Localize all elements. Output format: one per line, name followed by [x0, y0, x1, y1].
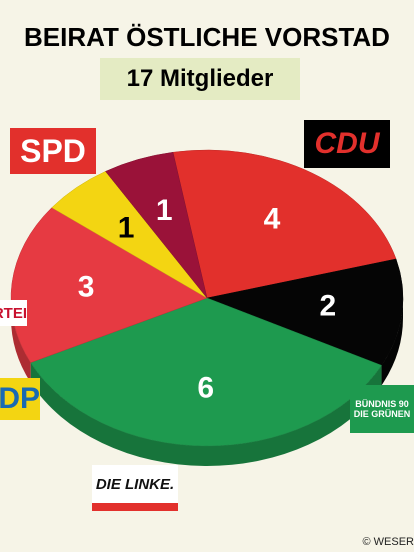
party-logo: BÜNDNIS 90 DIE GRÜNEN [350, 385, 414, 433]
slice [206, 258, 404, 366]
credit: © WESER [362, 536, 414, 548]
slice-side [30, 362, 382, 467]
party-logo: RTEI [0, 300, 27, 326]
slice-side [11, 298, 31, 383]
value-label: 6 [197, 372, 214, 405]
party-logo: SPD [10, 128, 96, 174]
value-label: 1 [118, 211, 135, 244]
slice [30, 297, 382, 447]
slice [105, 151, 208, 299]
chart-subtitle: 17 Mitglieder [100, 58, 300, 100]
party-logo: CDU [304, 120, 390, 168]
slice [10, 207, 208, 363]
value-label: 3 [78, 271, 95, 304]
chart-title: BEIRAT ÖSTLICHE VORSTAD [24, 22, 390, 52]
party-logo: DIE LINKE. [92, 465, 178, 511]
value-label: 4 [264, 202, 281, 235]
slice-side [381, 298, 403, 386]
party-logo: DP [0, 378, 40, 420]
slice [172, 149, 397, 299]
value-label: 2 [320, 289, 337, 322]
value-label: 1 [156, 194, 173, 227]
